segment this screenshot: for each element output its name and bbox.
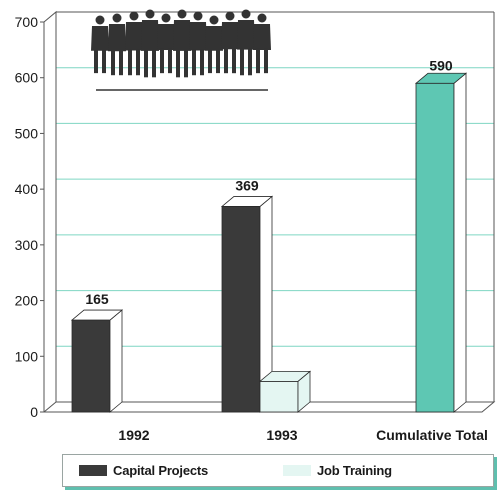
person-silhouette <box>221 11 239 74</box>
bar-capital-projects-1993-top <box>220 196 274 207</box>
legend: Capital Projects Job Training <box>62 454 494 487</box>
legend-label-job-training: Job Training <box>317 463 392 478</box>
x-tick-label: Cumulative Total <box>376 427 488 443</box>
person-silhouette <box>125 11 143 76</box>
data-label: 590 <box>429 57 453 73</box>
legend-item-job-training: Job Training <box>283 463 392 478</box>
bars <box>70 72 468 413</box>
person-silhouette <box>253 13 271 74</box>
person-silhouette <box>108 13 126 76</box>
bar-cumulative-total <box>414 72 468 413</box>
bar-cumulative-total-front <box>415 82 455 413</box>
bar-cumulative-total-side <box>453 72 467 413</box>
y-tick-label: 600 <box>15 70 39 86</box>
person-silhouette <box>173 9 191 78</box>
person-silhouette <box>205 15 223 74</box>
y-tick-label: 700 <box>15 14 39 30</box>
x-tick-label: 1992 <box>118 427 149 443</box>
left-wall <box>43 10 57 412</box>
y-tick-label: 0 <box>30 404 38 420</box>
legend-swatch-capital-projects <box>79 465 107 476</box>
x-axis-categories: 1992 1993 Cumulative Total <box>118 427 487 443</box>
data-label: 369 <box>235 177 259 193</box>
person-silhouette <box>157 13 175 74</box>
bar-job-training-1993 <box>258 370 312 413</box>
legend-swatch-job-training <box>283 465 311 476</box>
bar-capital-projects-1992-side <box>109 309 123 413</box>
person-silhouette <box>141 9 159 78</box>
bar-job-training-1993-top <box>258 370 312 382</box>
bar-capital-projects-1992 <box>70 309 124 413</box>
y-tick-label: 400 <box>15 181 39 197</box>
bar-job-training-1993-front <box>259 380 299 413</box>
data-labels: 165 369 590 <box>85 57 453 307</box>
bar-capital-projects-1992-front <box>71 319 111 413</box>
person-silhouette <box>189 11 207 76</box>
people-silhouette-icon <box>91 9 271 91</box>
y-tick-label: 100 <box>15 348 39 364</box>
legend-item-capital-projects: Capital Projects <box>79 463 208 478</box>
bar-capital-projects-1993-front <box>221 206 261 413</box>
y-axis-ticks: 0 100 200 300 400 500 600 700 <box>15 14 44 420</box>
bar-cumulative-total-top <box>414 72 468 84</box>
y-tick-label: 300 <box>15 237 39 253</box>
data-label: 165 <box>85 291 109 307</box>
legend-label-capital-projects: Capital Projects <box>113 463 209 478</box>
x-tick-label: 1993 <box>266 427 297 443</box>
y-tick-label: 500 <box>15 125 39 141</box>
person-silhouette <box>91 15 109 74</box>
y-tick-label: 200 <box>15 293 39 309</box>
bar-capital-projects-1992-top <box>70 309 124 321</box>
bar-capital-projects-1993 <box>220 195 274 413</box>
person-silhouette <box>237 9 255 76</box>
